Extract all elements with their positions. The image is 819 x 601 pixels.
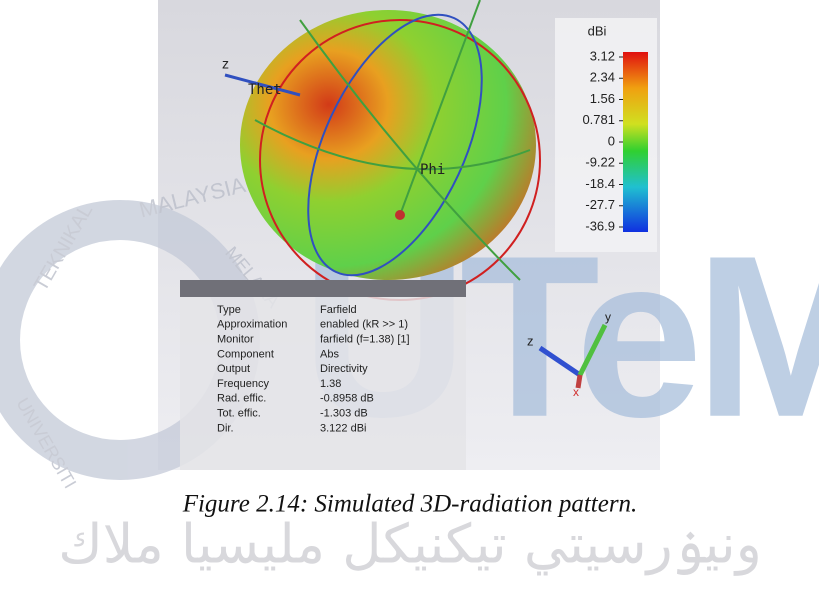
legend-tick-label: -9.22 <box>585 155 615 170</box>
info-value: Farfield <box>320 304 357 316</box>
color-bar <box>623 52 648 232</box>
info-panel: Type Farfield Approximation enabled (kR >> … <box>180 280 466 470</box>
info-key: Rad. effic. <box>217 393 266 405</box>
panel-header <box>180 280 466 297</box>
legend-unit: dBi <box>588 23 607 38</box>
info-value: -0.8958 dB <box>320 393 374 405</box>
info-value: farfield (f=1.38) [1] <box>320 334 410 346</box>
info-key: Tot. effic. <box>217 408 261 420</box>
triad-label: y <box>605 310 611 324</box>
info-value: 3.122 dBi <box>320 422 366 434</box>
info-key: Dir. <box>217 422 234 434</box>
legend-tick-label: -36.9 <box>585 218 615 233</box>
info-key: Frequency <box>217 378 269 390</box>
legend-tick-label: 1.56 <box>590 91 615 106</box>
axis-label: z <box>222 56 229 72</box>
legend-tick-label: 0 <box>608 133 615 148</box>
info-key: Component <box>217 348 274 360</box>
info-key: Approximation <box>217 319 287 331</box>
origin <box>395 210 405 220</box>
info-key: Monitor <box>217 334 254 346</box>
page: UTeM MALAYSIA MELAKA TEKNIKAL UNIVERSITI… <box>0 0 819 596</box>
info-value: -1.303 dB <box>320 408 368 420</box>
watermark-arabic: ونيۏرسيتي تيكنيكل مليسيا ملاك <box>58 513 762 576</box>
triad-label: z <box>527 333 534 348</box>
axis-label: Thet <box>248 82 282 98</box>
color-legend: dBi 3.12 2.34 1.56 0.781 0 -9.22 -18.4 -27.7 -36… <box>555 18 657 252</box>
legend-tick-label: 3.12 <box>590 48 615 63</box>
axis-label: Phi <box>420 162 445 178</box>
info-value: enabled (kR >> 1) <box>320 319 408 331</box>
legend-tick-label: -27.7 <box>585 197 615 212</box>
info-value: Abs <box>320 348 339 360</box>
legend-tick-label: 2.34 <box>590 70 615 85</box>
info-key: Output <box>217 363 250 375</box>
triad-label: x <box>573 385 579 399</box>
legend-tick-label: -18.4 <box>585 176 615 191</box>
info-value: 1.38 <box>320 378 341 390</box>
legend-tick-label: 0.781 <box>582 112 615 127</box>
info-value: Directivity <box>320 363 368 375</box>
info-key: Type <box>217 304 241 316</box>
